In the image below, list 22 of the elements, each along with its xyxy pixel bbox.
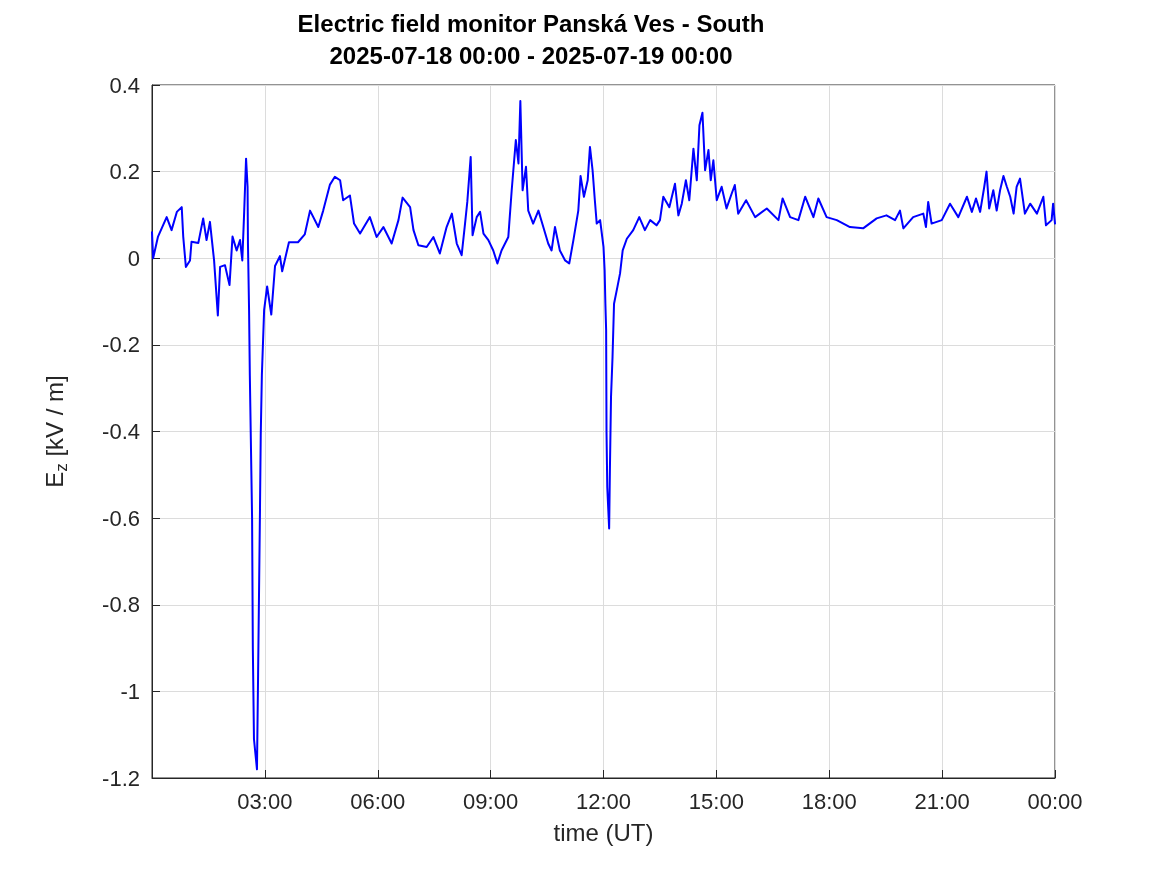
chart-title: Electric field monitor Panská Ves - South: [297, 9, 765, 37]
x-tick-label: 12:00: [575, 788, 632, 814]
line-series: [151, 100, 1056, 771]
x-tick-label: 03:00: [237, 788, 293, 814]
y-tick-label: -0.8: [102, 592, 140, 618]
x-tick-label: 15:00: [688, 788, 744, 814]
y-axis-title: Ez [kV / m]: [41, 375, 71, 488]
y-tick-label: -1.2: [102, 765, 140, 791]
x-tick-label: 09:00: [463, 788, 519, 814]
y-tick-label: 0.4: [109, 72, 140, 98]
x-axis-title: time (UT): [553, 818, 654, 846]
x-tick-label: 00:00: [1027, 788, 1083, 814]
x-tick-label: 21:00: [914, 788, 970, 814]
x-tick-label: 06:00: [350, 788, 406, 814]
y-tick-label: 0: [127, 245, 140, 271]
y-tick-label: -1: [120, 678, 140, 704]
y-tick-label: 0.2: [109, 159, 140, 185]
chart-subtitle: 2025-07-18 00:00 - 2025-07-19 00:00: [329, 41, 733, 69]
y-tick-label: -0.4: [102, 419, 140, 444]
y-tick-label: -0.6: [102, 505, 140, 531]
y-tick-label: -0.2: [102, 332, 140, 358]
x-tick-label: 18:00: [801, 788, 857, 814]
